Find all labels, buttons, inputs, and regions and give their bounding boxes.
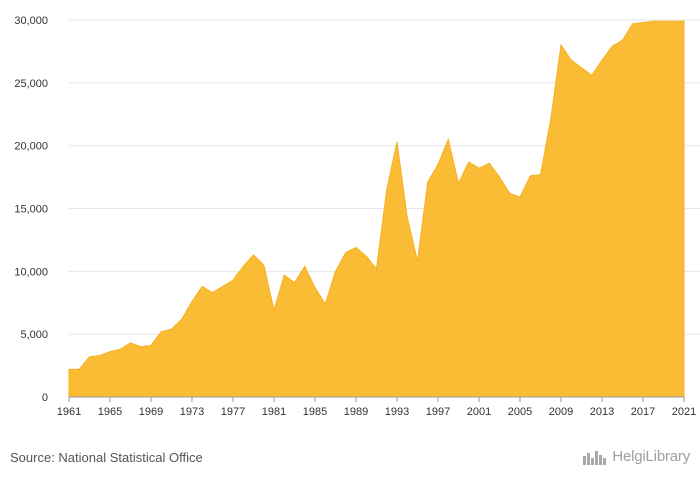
area-series xyxy=(68,20,685,398)
y-tick-label: 15,000 xyxy=(14,204,48,216)
x-tick-label: 1997 xyxy=(426,406,450,418)
y-tick-label: 30,000 xyxy=(14,15,48,27)
x-tick-label: 2009 xyxy=(549,406,573,418)
x-tick-label: 2001 xyxy=(467,406,491,418)
y-tick-label: 5,000 xyxy=(20,329,48,341)
x-tick-label: 1989 xyxy=(344,406,368,418)
x-tick-label: 1981 xyxy=(262,406,286,418)
area-chart: 1961 1965 1969 1973 1977 1981 1985 1989 1993 1997… xyxy=(14,15,700,418)
brand-name: HelgiLibrary xyxy=(612,448,690,465)
x-tick-label: 1993 xyxy=(385,406,409,418)
y-tick-label: 25,000 xyxy=(14,78,48,90)
x-tick-label: 2017 xyxy=(631,406,655,418)
x-tick-label: 1977 xyxy=(221,406,245,418)
x-tick-label: 1965 xyxy=(98,406,122,418)
y-tick-label: 20,000 xyxy=(14,141,48,153)
y-tick-label: 0 xyxy=(42,392,48,404)
x-tick-label: 2005 xyxy=(508,406,532,418)
y-tick-label: 10,000 xyxy=(14,266,48,278)
source-note: Source: National Statistical Office xyxy=(10,450,203,465)
x-tick-label: 2013 xyxy=(590,406,614,418)
x-tick-label: 1973 xyxy=(180,406,204,418)
x-tick-label: 1961 xyxy=(57,406,81,418)
x-tick-label: 1969 xyxy=(139,406,163,418)
y-axis: 0 5,000 10,000 15,000 20,000 25,000 30,000 xyxy=(14,15,48,404)
x-tick-label: 2021 xyxy=(672,406,696,418)
brand-logo: HelgiLibrary xyxy=(582,448,690,465)
x-axis: 1961 1965 1969 1973 1977 1981 1985 1989 1993 1997… xyxy=(57,396,696,418)
area-fill xyxy=(68,20,685,398)
city-skyline-icon xyxy=(583,450,607,465)
x-tick-label: 1985 xyxy=(303,406,327,418)
